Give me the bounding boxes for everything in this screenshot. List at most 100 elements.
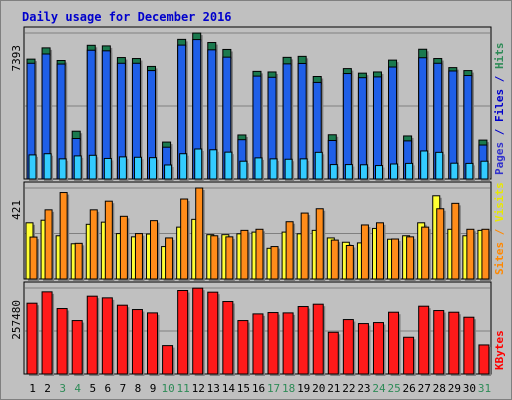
- x-tick-label: 26: [403, 382, 416, 395]
- x-tick-label: 31: [478, 382, 491, 395]
- bar-pages: [405, 162, 414, 180]
- bar-kbytes: [101, 297, 113, 375]
- x-tick-label: 4: [74, 382, 81, 395]
- x-tick-label: 7: [120, 382, 127, 395]
- bar-kbytes: [357, 323, 369, 375]
- legend-entry: KBytes: [493, 330, 506, 370]
- legend-entry: Sites: [493, 242, 506, 275]
- bar-kbytes: [71, 320, 83, 375]
- x-tick-label: 27: [418, 382, 431, 395]
- bar-sites: [240, 229, 249, 280]
- bar-sites: [119, 215, 128, 280]
- bar-pages: [420, 150, 429, 180]
- bar-sites: [345, 244, 354, 280]
- bar-kbytes: [86, 295, 98, 375]
- bar-pages: [359, 164, 368, 180]
- bar-pages: [450, 162, 459, 180]
- bar-pages: [179, 153, 188, 180]
- x-axis-labels: 1 2 3 4 5 6 7 8 9 10 11 12 13 14 15 16 17 18 19 20 21 22 23 24 2…: [29, 382, 491, 395]
- bar-pages: [73, 155, 82, 180]
- bar-kbytes: [162, 345, 174, 375]
- bar-pages: [254, 157, 263, 180]
- legend-visits: Sites / Visits: [493, 182, 506, 275]
- bar-sites: [180, 198, 189, 280]
- bar-kbytes: [147, 312, 159, 375]
- bar-pages: [314, 151, 323, 180]
- bar-kbytes: [192, 287, 204, 375]
- bar-sites: [225, 236, 234, 280]
- bar-sites: [104, 200, 113, 280]
- panel-hits: 7393 Pages / Files / Hits: [10, 26, 506, 182]
- x-tick-label: 15: [237, 382, 250, 395]
- x-tick-label: 12: [192, 382, 205, 395]
- bar-pages: [239, 160, 248, 180]
- bar-kbytes: [237, 320, 249, 375]
- bar-sites: [330, 239, 339, 280]
- bar-kbytes: [282, 312, 294, 375]
- bar-sites: [406, 236, 415, 280]
- bar-sites: [270, 246, 279, 280]
- bar-files: [357, 77, 367, 180]
- bar-files: [342, 73, 352, 180]
- legend-entry: Visits: [493, 182, 506, 222]
- bar-kbytes: [207, 291, 219, 375]
- bar-kbytes: [116, 304, 128, 375]
- x-tick-label: 22: [342, 382, 355, 395]
- bar-sites: [44, 209, 53, 280]
- bar-kbytes: [312, 303, 324, 375]
- legend-entry: Pages: [493, 142, 506, 175]
- x-tick-label: 5: [89, 382, 96, 395]
- panel-visits: 421 Sites / Visits: [10, 181, 506, 281]
- bar-pages: [224, 151, 233, 180]
- bar-pages: [149, 157, 158, 180]
- bar-sites: [481, 228, 490, 280]
- bar-kbytes: [222, 301, 234, 375]
- bar-pages: [344, 164, 353, 180]
- bar-pages: [329, 164, 338, 180]
- bar-pages: [209, 149, 218, 180]
- panel-kbytes: 257480 KBytes: [10, 281, 506, 376]
- bar-kbytes: [297, 306, 309, 375]
- x-tick-label: 20: [312, 382, 325, 395]
- bar-kbytes: [433, 310, 445, 375]
- bar-sites: [360, 224, 369, 280]
- bar-kbytes: [418, 305, 430, 375]
- bar-pages: [194, 148, 203, 180]
- bar-kbytes: [327, 331, 339, 375]
- bar-kbytes: [478, 344, 490, 375]
- bar-files: [388, 66, 398, 180]
- x-tick-label: 18: [282, 382, 295, 395]
- bar-sites: [436, 208, 445, 280]
- bar-kbytes: [252, 313, 264, 375]
- x-tick-label: 3: [59, 382, 66, 395]
- bar-kbytes: [131, 309, 143, 375]
- legend-kbytes: KBytes: [493, 330, 506, 370]
- x-tick-label: 11: [177, 382, 190, 395]
- bar-sites: [74, 242, 83, 280]
- bar-pages: [284, 158, 293, 180]
- bar-pages: [28, 154, 37, 180]
- x-tick-label: 19: [297, 382, 310, 395]
- bar-sites: [210, 235, 219, 280]
- bar-kbytes: [342, 319, 354, 375]
- legend-entry: /: [493, 122, 506, 142]
- x-tick-label: 9: [150, 382, 157, 395]
- x-tick-label: 21: [327, 382, 340, 395]
- x-tick-label: 29: [448, 382, 461, 395]
- bar-pages: [103, 157, 112, 180]
- x-tick-label: 25: [387, 382, 400, 395]
- bar-kbytes: [177, 289, 189, 375]
- bar-sites: [134, 233, 143, 280]
- bar-sites: [89, 209, 98, 280]
- bar-sites: [29, 236, 38, 280]
- legend-entry: /: [493, 69, 506, 89]
- x-tick-label: 10: [161, 382, 174, 395]
- x-tick-label: 1: [29, 382, 36, 395]
- legend-entry: /: [493, 222, 506, 242]
- bar-pages: [133, 156, 142, 180]
- bar-kbytes: [372, 322, 384, 375]
- bar-pages: [118, 156, 127, 180]
- x-tick-label: 24: [372, 382, 386, 395]
- bar-pages: [164, 164, 173, 180]
- bar-sites: [255, 228, 264, 280]
